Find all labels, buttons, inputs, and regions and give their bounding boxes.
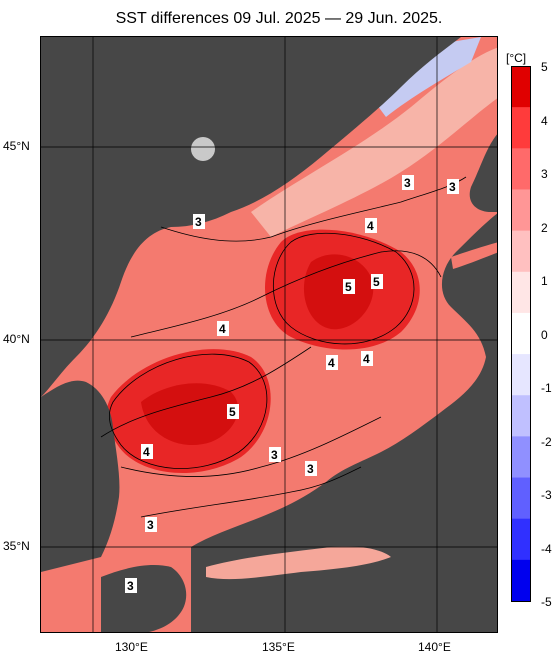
colorbar-tick-label: -4 [541, 541, 552, 556]
contour-label: 4 [219, 322, 226, 336]
colorbar-tick-label: 3 [541, 167, 548, 181]
contour-label: 3 [127, 579, 134, 593]
graticule [41, 37, 497, 632]
land-mainland [41, 37, 461, 397]
colorbar-swatch [511, 436, 531, 479]
warm-core-sw-max [141, 383, 239, 446]
contour-label: 4 [328, 356, 335, 370]
contour-label: 3 [307, 462, 314, 476]
contour-label: 4 [143, 445, 150, 459]
contour-label: 5 [373, 275, 380, 289]
colorbar-swatch [511, 477, 531, 520]
colorbar-tick-label: 1 [541, 274, 548, 288]
colorbar-tick-label: -1 [541, 381, 552, 395]
lon-label-135: 135°E [262, 640, 295, 654]
contour-label: 4 [367, 219, 374, 233]
colorbar-swatch [511, 518, 531, 561]
contour-label: 3 [449, 180, 456, 194]
contour-label: 5 [229, 405, 236, 419]
tsugaru-strait [451, 242, 497, 269]
contour-label: 4 [363, 352, 370, 366]
colorbar-swatch [511, 354, 531, 396]
contour-label-group: 3 3 3 4 4 5 5 4 4 4 5 4 3 3 3 3 [125, 175, 459, 593]
colorbar [511, 66, 531, 602]
colorbar-tick-label: 5 [541, 60, 548, 74]
colorbar-swatch [511, 395, 531, 437]
colorbar-swatch [511, 312, 531, 355]
colorbar-swatch [511, 66, 531, 108]
contour-label: 3 [195, 215, 202, 229]
lon-label-140: 140°E [418, 640, 451, 654]
colorbar-swatch [511, 148, 531, 190]
land-hokkaido [461, 37, 497, 212]
island-small [191, 137, 215, 161]
colorbar-swatch [511, 107, 531, 149]
land-honshu [191, 213, 497, 632]
colorbar-tick-label: -3 [541, 488, 552, 502]
contour-label: 5 [345, 280, 352, 294]
colorbar-unit: [°C] [506, 51, 527, 65]
colorbar-swatch [511, 271, 531, 314]
land-southwest-japan [101, 565, 187, 632]
contour-lines [100, 176, 467, 518]
colorbar-swatch [511, 189, 531, 232]
coastal-cool-belt [251, 47, 497, 237]
cool-patch-north [371, 37, 481, 117]
sst-map[interactable]: 3 3 3 4 4 5 5 4 4 4 5 4 3 3 3 3 [40, 36, 498, 633]
lat-label-40: 40°N [3, 332, 30, 346]
lat-label-35: 35°N [3, 539, 30, 553]
lon-label-130: 130°E [115, 640, 148, 654]
inner-sea [206, 546, 391, 580]
colorbar-tick-label: -5 [541, 595, 552, 609]
warm-core-ne-max [303, 254, 374, 330]
colorbar-tick-label: 2 [541, 220, 548, 235]
contour-label: 3 [271, 448, 278, 462]
colorbar-tick-label: -2 [541, 434, 552, 449]
colorbar-tick-label: 0 [541, 327, 548, 342]
colorbar-tick-label: 4 [541, 113, 548, 128]
lat-label-45: 45°N [3, 139, 30, 153]
colorbar-swatch [511, 559, 531, 602]
contour-label: 3 [404, 176, 411, 190]
sst-map-svg: 3 3 3 4 4 5 5 4 4 4 5 4 3 3 3 3 [41, 37, 497, 632]
contour-label: 3 [147, 518, 154, 532]
land-korea [41, 380, 120, 572]
map-title: SST differences 09 Jul. 2025 — 29 Jun. 2… [115, 10, 443, 27]
colorbar-swatch [511, 230, 531, 273]
